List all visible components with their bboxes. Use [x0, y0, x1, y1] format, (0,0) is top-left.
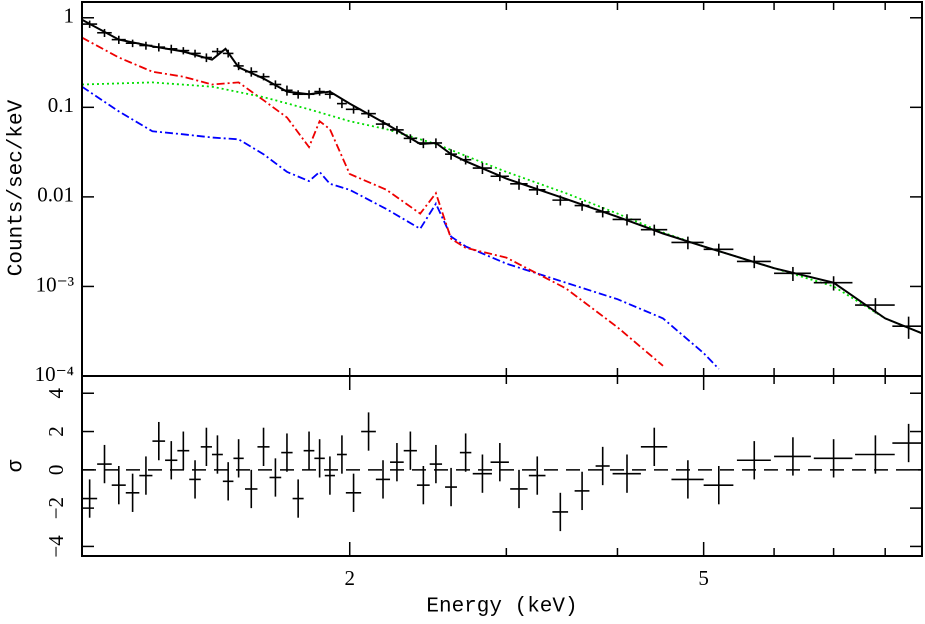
y-axis-title: Counts/sec/keV [6, 99, 29, 276]
x-axis-title: Energy (keV) [426, 596, 577, 619]
y-axis-title: σ [6, 459, 29, 472]
y-tick-label: −4 [44, 535, 68, 558]
frame [81, 375, 923, 557]
y-tick-label: 2 [44, 426, 68, 437]
y-tick-label: 0.01 [37, 183, 74, 207]
y-tick-label: −2 [44, 497, 68, 519]
model-line [82, 81, 922, 335]
model-line [82, 18, 922, 335]
y-tick-label: 1 [64, 4, 75, 28]
plot-area [82, 18, 922, 370]
model-line [82, 36, 664, 367]
plot-area [82, 412, 922, 532]
y-tick-label: 10⁻⁴ [35, 362, 74, 386]
y-tick-label: 0 [44, 465, 68, 476]
x-tick-label: 2 [344, 566, 355, 590]
y-tick-label: 0.1 [48, 93, 74, 117]
y-tick-label: 4 [44, 387, 68, 398]
model-line [82, 85, 720, 370]
y-tick-label: 10⁻³ [36, 272, 74, 296]
x-tick-label: 5 [698, 566, 709, 590]
